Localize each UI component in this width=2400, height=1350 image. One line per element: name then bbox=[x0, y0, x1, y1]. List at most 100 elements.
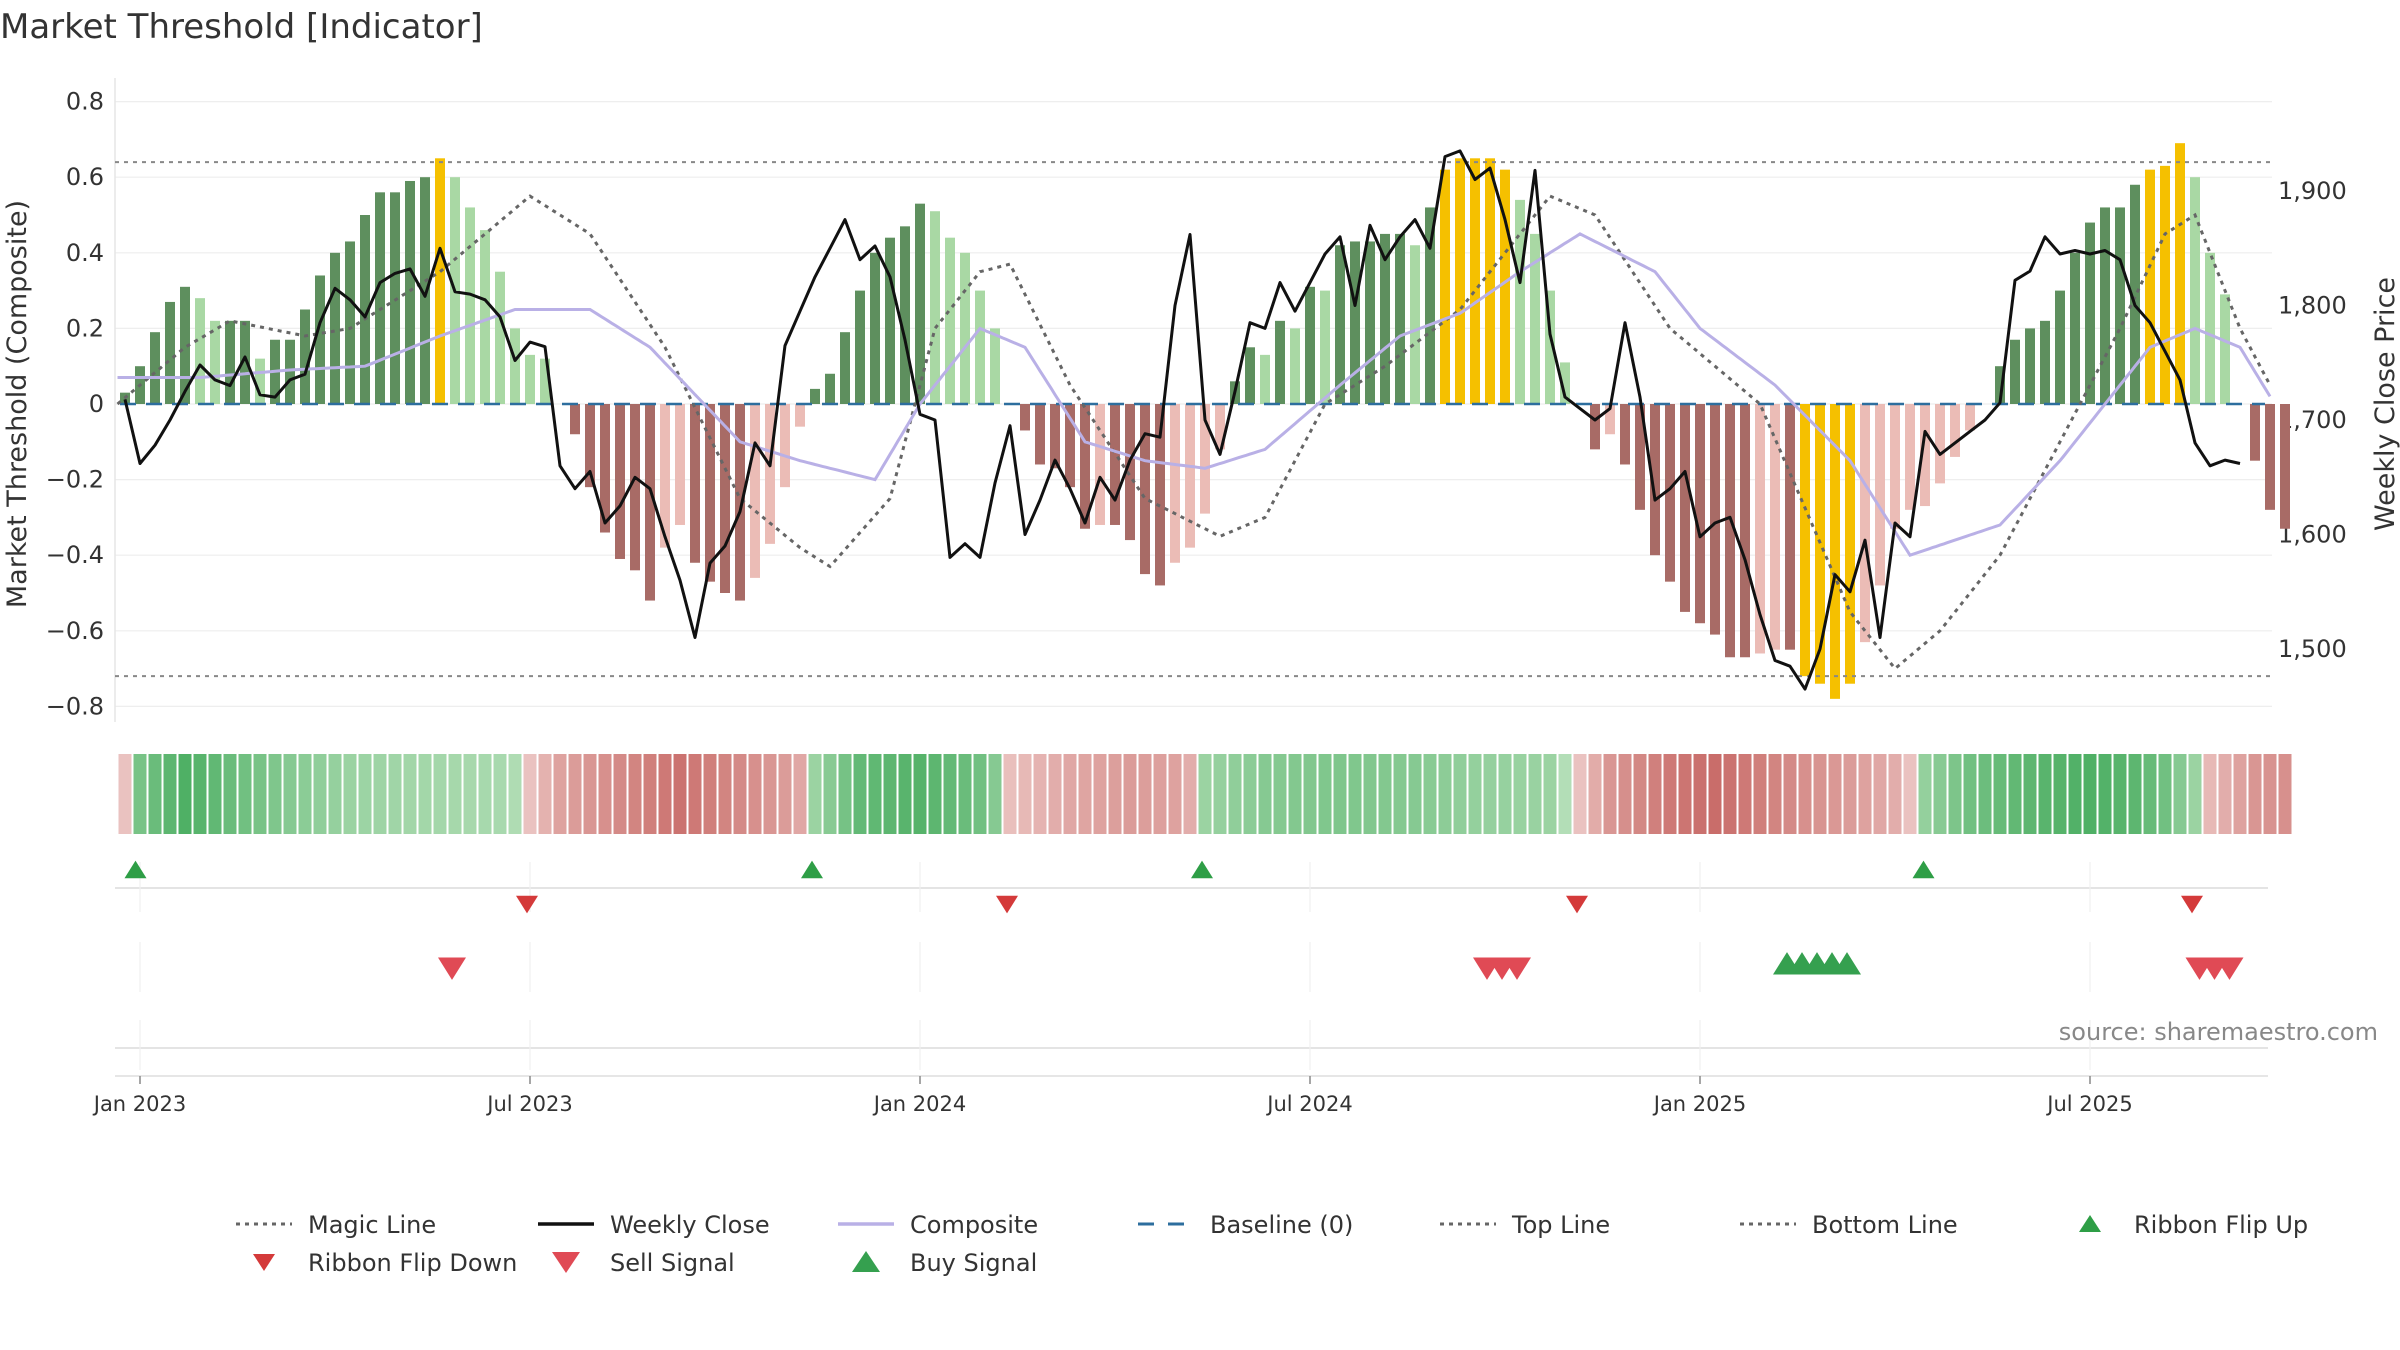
composite-bar bbox=[1245, 347, 1255, 404]
composite-bar bbox=[675, 404, 685, 525]
ribbon-cell bbox=[1723, 754, 1737, 834]
ribbon-cell bbox=[1093, 754, 1107, 834]
ribbon-cell bbox=[328, 754, 342, 834]
ribbon-cell bbox=[1678, 754, 1692, 834]
ribbon-cell bbox=[1708, 754, 1722, 834]
y-right-tick-label: 1,500 bbox=[2278, 635, 2347, 663]
composite-bar bbox=[2280, 404, 2290, 529]
composite-bar bbox=[360, 215, 370, 404]
composite-bar bbox=[1485, 158, 1495, 404]
composite-bar bbox=[1125, 404, 1135, 541]
ribbon-cell bbox=[2203, 754, 2217, 834]
ribbon-cell bbox=[688, 754, 702, 834]
composite-bar bbox=[375, 192, 385, 404]
signal-panels: Jan 2023 Jul 2023 Jan 2024 Jul 2024 Jan 2025… bbox=[92, 860, 2268, 1116]
ribbon-cell bbox=[1813, 754, 1827, 834]
legend-label: Ribbon Flip Up bbox=[2134, 1211, 2308, 1239]
ribbon-cell bbox=[1183, 754, 1197, 834]
ribbon-cell bbox=[1138, 754, 1152, 834]
y-left-axis-label: Market Threshold (Composite) bbox=[2, 200, 33, 608]
ribbon-cell bbox=[763, 754, 777, 834]
ribbon-cell bbox=[2053, 754, 2067, 834]
y-left-tick-label: 0.2 bbox=[66, 314, 104, 342]
ribbon-cell bbox=[1543, 754, 1557, 834]
composite-bar bbox=[315, 275, 325, 404]
legend-symbol bbox=[552, 1252, 580, 1273]
composite-bar bbox=[390, 192, 400, 404]
ribbon-cell bbox=[1228, 754, 1242, 834]
composite-bar bbox=[630, 404, 640, 571]
ribbon-cell bbox=[463, 754, 477, 834]
composite-bar bbox=[990, 328, 1000, 404]
ribbon-cell bbox=[643, 754, 657, 834]
ribbon-cell bbox=[583, 754, 597, 834]
composite-bar bbox=[345, 241, 355, 404]
source-note: source: sharemaestro.com bbox=[2059, 1018, 2378, 1046]
legend-label: Top Line bbox=[1511, 1211, 1610, 1239]
composite-bar bbox=[960, 252, 970, 404]
composite-bar bbox=[240, 320, 250, 404]
composite-bar bbox=[1260, 354, 1270, 404]
ribbon-cell bbox=[238, 754, 252, 834]
ribbon-cell bbox=[1243, 754, 1257, 834]
ribbon-cell bbox=[1663, 754, 1677, 834]
ribbon-cell bbox=[1513, 754, 1527, 834]
ribbon-cell bbox=[1318, 754, 1332, 834]
composite-bar bbox=[2220, 294, 2230, 404]
composite-bar bbox=[1020, 404, 1030, 431]
composite-bar bbox=[1185, 404, 1195, 548]
y-left-tick-label: −0.6 bbox=[46, 617, 104, 645]
ribbon-cell bbox=[2083, 754, 2097, 834]
ribbon-cell bbox=[1798, 754, 1812, 834]
ribbon-cell bbox=[193, 754, 207, 834]
ribbon-cell bbox=[163, 754, 177, 834]
ribbon-cell bbox=[1393, 754, 1407, 834]
ribbon-cell bbox=[178, 754, 192, 834]
ribbon-cell bbox=[508, 754, 522, 834]
composite-bar bbox=[795, 404, 805, 427]
ribbon-cell bbox=[388, 754, 402, 834]
x-tick-label: Jan 2025 bbox=[1652, 1092, 1747, 1116]
composite-bar bbox=[735, 404, 745, 601]
x-tick-label: Jul 2023 bbox=[485, 1092, 572, 1116]
composite-bar bbox=[465, 207, 475, 404]
ribbon-cell bbox=[1918, 754, 1932, 834]
composite-bar bbox=[1530, 233, 1540, 404]
ribbon-cell bbox=[613, 754, 627, 834]
composite-bar bbox=[1740, 404, 1750, 658]
ribbon-cell bbox=[133, 754, 147, 834]
ribbon-cell bbox=[1693, 754, 1707, 834]
ribbon-cell bbox=[1408, 754, 1422, 834]
composite-bar bbox=[2265, 404, 2275, 510]
ribbon-cell bbox=[478, 754, 492, 834]
composite-bar bbox=[2175, 143, 2185, 404]
ribbon-cell bbox=[1528, 754, 1542, 834]
composite-bar bbox=[1620, 404, 1630, 465]
composite-bar bbox=[585, 404, 595, 488]
composite-bar bbox=[570, 404, 580, 435]
composite-bar bbox=[1065, 404, 1075, 488]
ribbon-cell bbox=[793, 754, 807, 834]
composite-bar bbox=[330, 252, 340, 404]
composite-bar bbox=[1920, 404, 1930, 507]
ribbon-flip-down-marker bbox=[2181, 895, 2203, 914]
ribbon-cell bbox=[958, 754, 972, 834]
composite-bar bbox=[1560, 362, 1570, 404]
composite-bar bbox=[1455, 158, 1465, 404]
ribbon-cell bbox=[838, 754, 852, 834]
ribbon-cell bbox=[1288, 754, 1302, 834]
ribbon-cell bbox=[733, 754, 747, 834]
composite-bar bbox=[2025, 328, 2035, 404]
ribbon-cell bbox=[1498, 754, 1512, 834]
ribbon-cell bbox=[1933, 754, 1947, 834]
composite-bar bbox=[180, 286, 190, 404]
composite-bar bbox=[150, 332, 160, 404]
composite-bar bbox=[720, 404, 730, 593]
composite-bar bbox=[2070, 252, 2080, 404]
ribbon-flip-down-marker bbox=[516, 895, 538, 914]
composite-bar bbox=[1215, 404, 1225, 450]
ribbon-cell bbox=[1873, 754, 1887, 834]
composite-bar bbox=[210, 320, 220, 404]
composite-bar bbox=[1770, 404, 1780, 650]
ribbon-cell bbox=[1963, 754, 1977, 834]
